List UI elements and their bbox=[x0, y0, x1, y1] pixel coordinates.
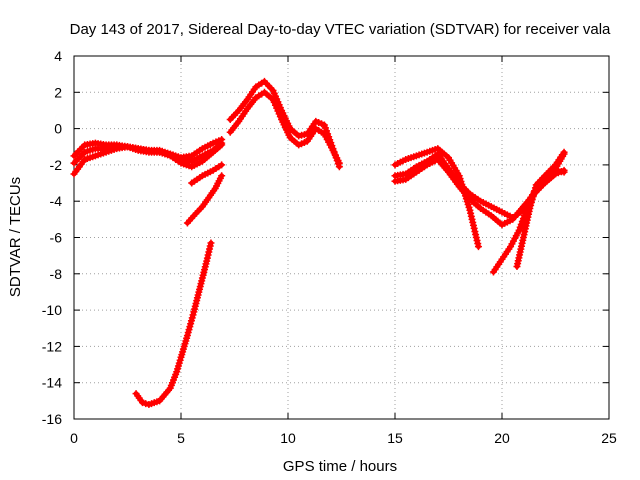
data-point-marker bbox=[207, 239, 215, 247]
axis-ticks: 0 5 10 15 20 25 -16 -14 -12 -10 -8 -6 -4 -2 0 2 4 bbox=[42, 48, 617, 446]
y-tick-label: -2 bbox=[50, 157, 63, 173]
data-point-marker bbox=[218, 161, 226, 169]
series-arc-13 bbox=[513, 148, 568, 271]
series-arc-3 bbox=[70, 141, 226, 171]
y-tick-label: 2 bbox=[54, 84, 62, 100]
y-tick-label: 4 bbox=[54, 48, 62, 64]
grid-lines bbox=[74, 56, 609, 419]
data-point-marker bbox=[474, 243, 482, 251]
x-tick-label: 0 bbox=[70, 430, 78, 446]
y-axis-label: SDTVAR / TECUs bbox=[7, 177, 24, 297]
x-tick-label: 5 bbox=[177, 430, 185, 446]
y-tick-label: -6 bbox=[50, 230, 63, 246]
y-tick-label: -8 bbox=[50, 266, 63, 282]
data-point-marker bbox=[218, 172, 226, 180]
y-tick-label: -10 bbox=[42, 302, 62, 318]
data-point-marker bbox=[560, 168, 568, 176]
series-arc-8 bbox=[226, 88, 343, 167]
y-tick-label: -16 bbox=[42, 411, 62, 427]
data-point-marker bbox=[138, 399, 146, 407]
data-point-marker bbox=[218, 141, 226, 149]
x-axis-label: GPS time / hours bbox=[283, 458, 397, 475]
data-point-marker bbox=[335, 159, 343, 167]
data-series bbox=[70, 77, 568, 408]
data-point-marker bbox=[560, 148, 568, 156]
x-tick-label: 15 bbox=[387, 430, 403, 446]
y-tick-label: -4 bbox=[50, 193, 63, 209]
x-tick-label: 20 bbox=[494, 430, 510, 446]
chart-title: Day 143 of 2017, Sidereal Day-to-day VTE… bbox=[70, 21, 611, 38]
series-arc-11 bbox=[391, 155, 568, 229]
x-tick-label: 10 bbox=[280, 430, 296, 446]
series-arc-5 bbox=[183, 172, 226, 227]
series-arc-6 bbox=[132, 239, 215, 408]
y-tick-label: -12 bbox=[42, 338, 62, 354]
y-tick-label: -14 bbox=[42, 375, 62, 391]
y-tick-label: 0 bbox=[54, 121, 62, 137]
x-tick-label: 25 bbox=[601, 430, 617, 446]
data-point-marker bbox=[142, 400, 150, 408]
series-arc-4 bbox=[188, 161, 226, 187]
